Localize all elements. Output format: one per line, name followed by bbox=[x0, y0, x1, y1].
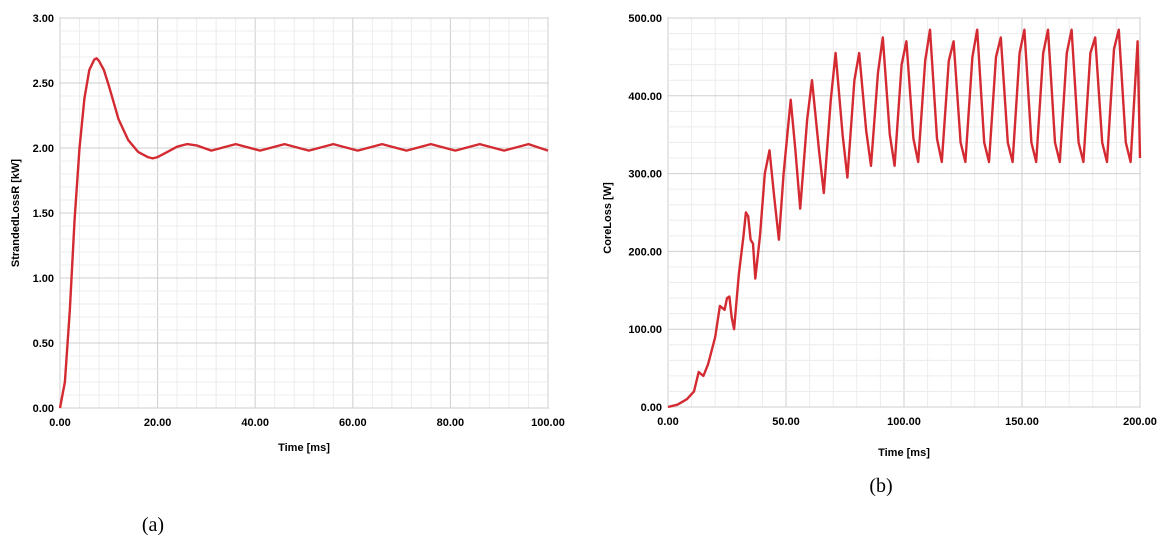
chart-a-series-line bbox=[58, 57, 549, 409]
chart-a-grid bbox=[59, 17, 549, 409]
chart-b-y-tick-label: 0.00 bbox=[641, 402, 662, 414]
chart-a-y-ticks: 0.00 0.50 1.00 1.50 2.00 2.50 3.00 bbox=[33, 13, 54, 415]
chart-a-x-tick-label: 0.00 bbox=[49, 417, 70, 429]
chart-a-y-tick-label: 3.00 bbox=[33, 13, 54, 25]
chart-a-y-tick-label: 1.50 bbox=[33, 208, 54, 220]
chart-b-x-ticks: 0.00 50.00 100.00 150.00 200.00 bbox=[657, 416, 1157, 428]
chart-a-stranded-loss: 0.00 0.50 1.00 1.50 2.00 2.50 3.00 0.00 20.00 40… bbox=[10, 13, 565, 536]
chart-b-x-tick-label: 0.00 bbox=[657, 416, 678, 428]
chart-b-series-line bbox=[667, 28, 1142, 409]
chart-b-caption: (b) bbox=[869, 475, 892, 497]
chart-b-y-ticks: 0.00 100.00 200.00 300.00 400.00 500.00 bbox=[628, 13, 662, 414]
chart-a-x-tick-label: 20.00 bbox=[144, 417, 172, 429]
chart-b-x-tick-label: 150.00 bbox=[1005, 416, 1039, 428]
chart-a-y-tick-label: 2.00 bbox=[33, 143, 54, 155]
chart-b-core-loss: 0.00 100.00 200.00 300.00 400.00 500.00 0.00 5… bbox=[602, 13, 1157, 497]
chart-b-x-tick-label: 200.00 bbox=[1123, 416, 1157, 428]
chart-a-x-tick-label: 40.00 bbox=[241, 417, 269, 429]
chart-b-y-tick-label: 100.00 bbox=[628, 324, 662, 336]
chart-b-y-tick-label: 400.00 bbox=[628, 91, 662, 103]
chart-a-y-tick-label: 1.00 bbox=[33, 273, 54, 285]
chart-b-y-tick-label: 500.00 bbox=[628, 13, 662, 25]
chart-a-x-tick-label: 60.00 bbox=[339, 417, 367, 429]
chart-b-y-axis-label: CoreLoss [W] bbox=[602, 182, 614, 254]
chart-b-y-tick-label: 200.00 bbox=[628, 246, 662, 258]
chart-a-y-tick-label: 2.50 bbox=[33, 78, 54, 90]
chart-b-x-tick-label: 50.00 bbox=[772, 416, 800, 428]
chart-a-y-tick-label: 0.50 bbox=[33, 338, 54, 350]
chart-a-caption: (a) bbox=[142, 514, 164, 536]
chart-b-x-tick-label: 100.00 bbox=[887, 416, 921, 428]
chart-a-y-axis-label: StrandedLossR [kW] bbox=[10, 159, 22, 268]
chart-a-x-tick-label: 100.00 bbox=[531, 417, 565, 429]
chart-b-x-axis-label: Time [ms] bbox=[878, 447, 930, 459]
chart-a-x-ticks: 0.00 20.00 40.00 60.00 80.00 100.00 bbox=[49, 417, 565, 429]
chart-b-grid bbox=[667, 17, 1141, 408]
chart-a-y-tick-label: 0.00 bbox=[33, 403, 54, 415]
chart-b-y-tick-label: 300.00 bbox=[628, 169, 662, 181]
chart-a-x-tick-label: 80.00 bbox=[437, 417, 465, 429]
chart-a-x-axis-label: Time [ms] bbox=[278, 442, 330, 454]
